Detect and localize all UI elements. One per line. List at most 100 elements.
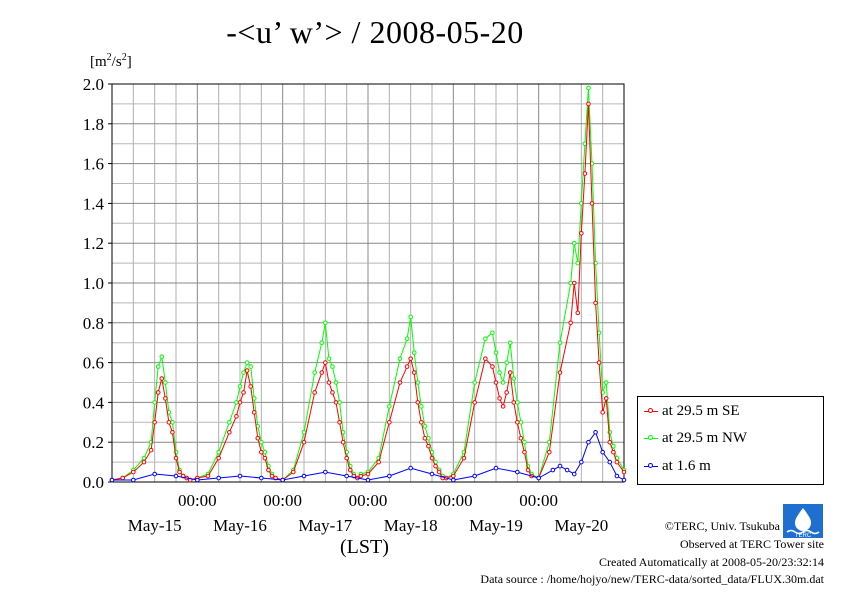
data-point: [241, 390, 246, 395]
data-point: [586, 439, 591, 445]
data-point: [621, 469, 627, 475]
legend-marker-nw: [648, 435, 653, 440]
data-point: [163, 396, 168, 401]
data-point: [511, 400, 517, 405]
data-point: [266, 467, 271, 473]
data-point: [227, 420, 232, 425]
data-point: [564, 467, 570, 473]
x-time-tick-label: 00:00: [178, 491, 217, 510]
y-tick-label: 0.8: [83, 314, 104, 333]
data-point: [497, 396, 502, 401]
data-point: [603, 396, 609, 401]
data-point: [593, 300, 598, 306]
data-point: [497, 370, 502, 375]
data-point: [611, 449, 616, 455]
data-point: [408, 356, 413, 361]
data-point: [301, 429, 307, 435]
data-point: [340, 439, 346, 445]
data-point: [344, 455, 349, 461]
data-point: [155, 364, 161, 369]
data-point: [621, 477, 627, 483]
data-point: [337, 420, 342, 425]
data-point: [205, 473, 211, 479]
data-point: [120, 475, 125, 481]
data-point: [330, 390, 335, 395]
x-time-tick-label: 00:00: [519, 491, 558, 510]
data-point: [600, 449, 605, 455]
data-point: [600, 410, 605, 415]
data-point: [607, 439, 613, 445]
data-point: [493, 380, 499, 385]
data-point: [326, 356, 332, 361]
data-point: [262, 455, 268, 461]
data-point: [131, 477, 136, 483]
data-point: [109, 477, 115, 483]
data-point: [408, 465, 413, 471]
data-point: [490, 364, 495, 369]
data-point: [557, 463, 563, 469]
data-point: [148, 447, 154, 453]
data-point: [301, 473, 307, 479]
data-point: [575, 260, 581, 266]
data-point: [557, 370, 563, 375]
y-tick-label: 0.6: [83, 354, 104, 373]
data-point: [507, 340, 513, 346]
legend-label-low: at 1.6 m: [662, 458, 711, 474]
data-point: [365, 477, 371, 483]
data-point: [159, 376, 165, 381]
x-date-label: May-17: [298, 516, 352, 535]
data-point: [586, 85, 591, 91]
x-date-label: May-16: [213, 516, 267, 535]
data-point: [330, 364, 335, 369]
data-point: [490, 330, 495, 336]
x-date-label: May-19: [469, 516, 523, 535]
data-point: [333, 400, 339, 405]
data-point: [195, 477, 200, 483]
data-point: [319, 340, 325, 346]
data-point: [451, 477, 456, 483]
data-point: [358, 473, 364, 479]
y-tick-label: 0.2: [83, 433, 104, 452]
data-point: [312, 390, 317, 395]
data-point: [163, 380, 168, 385]
data-point: [301, 439, 307, 445]
svg-text:TERC: TERC: [795, 533, 812, 538]
data-point: [518, 435, 524, 441]
data-point: [493, 350, 499, 355]
data-point: [237, 400, 243, 405]
data-point: [344, 473, 349, 479]
data-point: [511, 376, 517, 381]
data-point: [547, 449, 552, 455]
data-point: [387, 404, 392, 409]
footer-observed: Observed at TERC Tower site: [679, 537, 824, 551]
series-line: [112, 431, 625, 481]
data-point: [319, 370, 325, 375]
data-point: [259, 475, 264, 481]
data-point: [483, 356, 488, 361]
data-point: [152, 400, 157, 405]
data-point: [280, 477, 285, 483]
data-point: [522, 439, 527, 445]
data-point: [248, 384, 253, 389]
legend-marker-se: [648, 408, 653, 413]
data-point: [237, 384, 243, 389]
data-point: [241, 370, 246, 375]
data-point: [500, 380, 506, 385]
data-point: [216, 455, 221, 461]
data-point: [397, 380, 403, 385]
x-time-tick-label: 00:00: [349, 491, 388, 510]
data-point: [237, 473, 243, 479]
x-date-label: May-15: [128, 516, 182, 535]
x-time-tick-label: 00:00: [434, 491, 473, 510]
data-point: [408, 314, 413, 320]
data-point: [155, 390, 161, 395]
data-point: [596, 360, 602, 365]
data-point: [603, 380, 609, 385]
data-point: [376, 459, 381, 465]
data-point: [575, 310, 581, 316]
data-point: [571, 280, 577, 286]
data-point: [557, 340, 563, 346]
data-point: [415, 380, 421, 385]
data-point: [234, 414, 239, 419]
